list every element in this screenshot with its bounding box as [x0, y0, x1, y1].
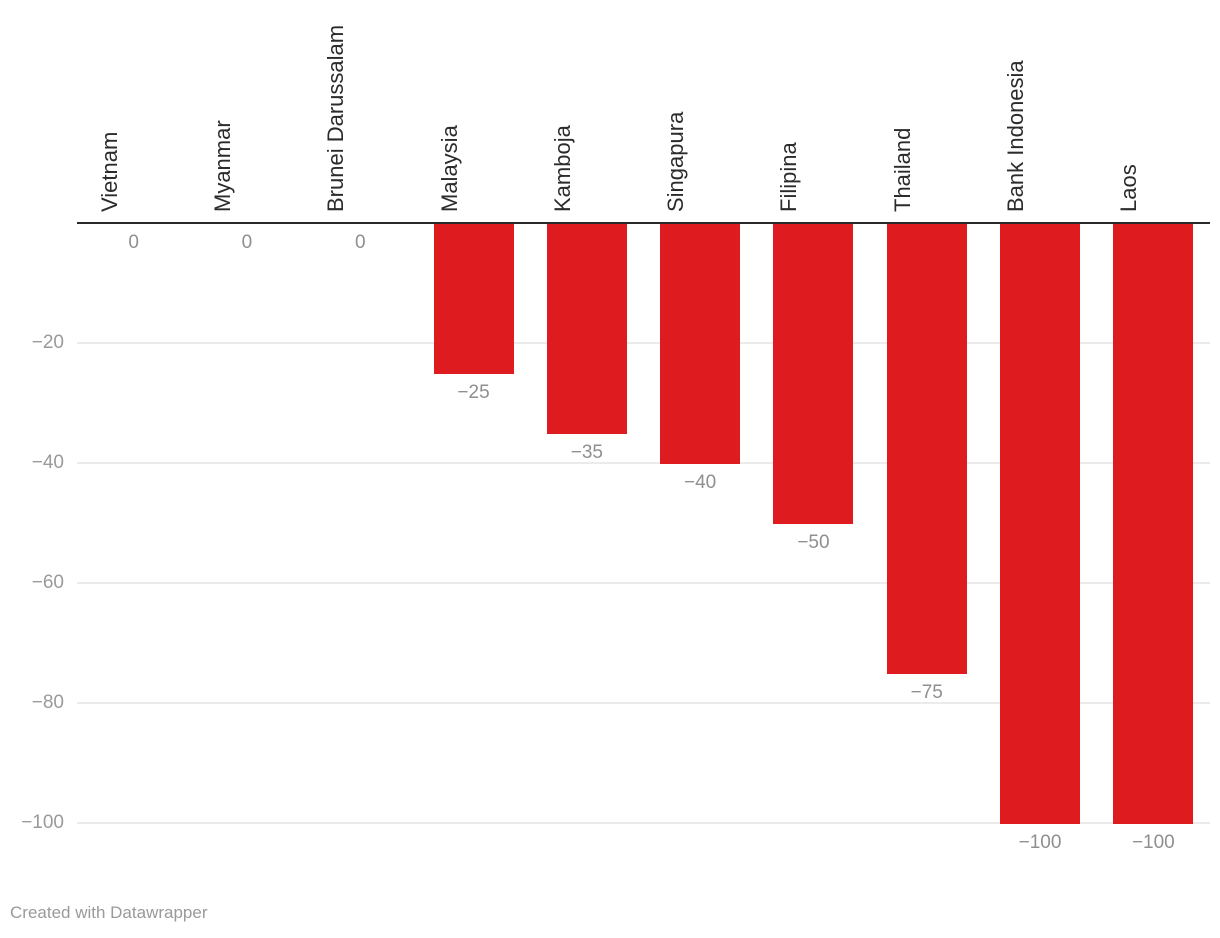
value-label-laos: −100: [1131, 832, 1175, 853]
bar-singapura[interactable]: [660, 224, 741, 464]
category-label-thailand: Thailand: [889, 127, 915, 212]
y-axis-tick-label: −40: [31, 452, 64, 473]
value-label-filipina: −50: [797, 532, 830, 553]
y-axis-tick-label: −60: [31, 572, 64, 593]
bar-filipina[interactable]: [773, 224, 854, 524]
y-gridline: [77, 342, 1210, 344]
value-label-vietnam: 0: [128, 232, 139, 253]
y-gridline: [77, 702, 1210, 704]
value-label-myanmar: 0: [241, 232, 253, 253]
category-label-filipina: Filipina: [776, 142, 802, 212]
category-label-bank-indonesia: Bank Indonesia: [1003, 60, 1029, 212]
category-label-singapura: Singapura: [663, 111, 689, 212]
value-label-thailand: −75: [910, 682, 943, 703]
value-label-singapura: −40: [684, 472, 717, 493]
category-label-kamboja: Kamboja: [549, 125, 575, 212]
y-gridline: [77, 822, 1210, 824]
value-label-brunei-darussalam: 0: [354, 232, 366, 253]
category-label-brunei-darussalam: Brunei Darussalam: [323, 24, 349, 212]
value-label-malaysia: −25: [457, 382, 490, 403]
bar-thailand[interactable]: [886, 224, 967, 674]
bar-kamboja[interactable]: [546, 224, 627, 434]
y-axis-tick-label: −100: [21, 812, 64, 833]
bar-malaysia[interactable]: [433, 224, 514, 374]
bar-bank-indonesia[interactable]: [1000, 224, 1081, 824]
value-label-bank-indonesia: −100: [1018, 832, 1062, 853]
value-label-kamboja: −35: [570, 442, 603, 463]
bar-laos[interactable]: [1113, 224, 1194, 824]
datawrapper-attribution-link[interactable]: Created with Datawrapper: [10, 903, 208, 922]
y-axis-tick-label: −80: [31, 692, 64, 713]
category-label-myanmar: Myanmar: [209, 120, 235, 212]
category-label-malaysia: Malaysia: [436, 125, 462, 212]
category-label-vietnam: Vietnam: [96, 131, 122, 212]
y-gridline: [77, 582, 1210, 584]
y-gridline: [77, 462, 1210, 464]
y-axis-tick-label: −20: [31, 332, 64, 353]
x-axis-line: [77, 222, 1210, 224]
category-label-laos: Laos: [1116, 164, 1142, 212]
